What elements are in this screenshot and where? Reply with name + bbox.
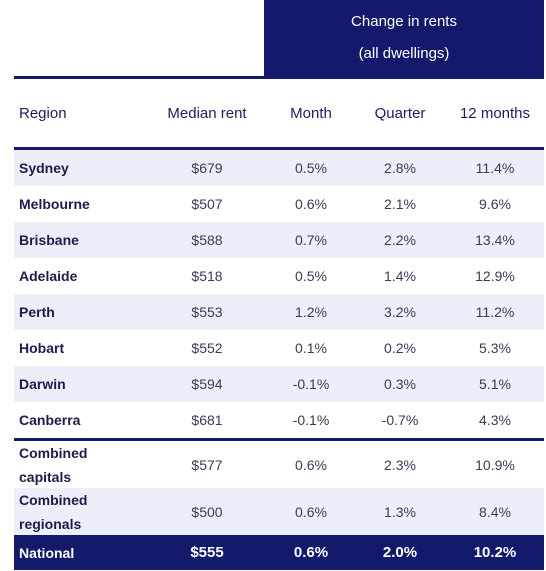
row-region-line2: regionals [19, 515, 82, 532]
table-row: Hobart $552 0.1% 0.2% 5.3% [14, 330, 544, 366]
row-region: Adelaide [19, 268, 78, 284]
header-median: Median rent [167, 104, 247, 122]
row-quarter: 2.0% [382, 544, 418, 561]
table-row-national: National $555 0.6% 2.0% 10.2% [14, 535, 544, 570]
row-month: 0.7% [295, 232, 327, 248]
row-region: Canberra [19, 412, 81, 428]
row-month: 0.6% [295, 456, 327, 473]
table-row-combined: Combined regionals $500 0.6% 1.3% 8.4% [14, 488, 544, 535]
row-month: 1.2% [295, 304, 327, 320]
row-quarter: 2.3% [384, 456, 416, 473]
row-year: 12.9% [475, 268, 515, 284]
row-median: $518 [191, 268, 223, 284]
column-headers: Region Median rent Month Quarter 12 mont… [14, 79, 544, 147]
row-month: 0.6% [295, 503, 327, 520]
row-year: 5.3% [479, 340, 511, 356]
row-year: 11.4% [475, 160, 515, 176]
row-year: 8.4% [479, 503, 511, 520]
header-year: 12 months [459, 104, 531, 122]
row-median: $577 [191, 456, 223, 473]
group-header-line2: (all dwellings) [358, 45, 450, 62]
row-month: 0.1% [295, 340, 327, 356]
row-month: 0.6% [293, 544, 329, 561]
row-quarter: 0.3% [384, 376, 416, 392]
row-month: 0.5% [295, 268, 327, 284]
row-region: Perth [19, 304, 55, 320]
row-quarter: 1.3% [384, 503, 416, 520]
row-region: Combined regionals [14, 488, 146, 536]
row-month: -0.1% [292, 376, 330, 392]
top-rule [14, 76, 544, 79]
row-median: $594 [191, 376, 223, 392]
change-in-rents-header: Change in rents (all dwellings) [264, 0, 544, 76]
table-row: Brisbane $588 0.7% 2.2% 13.4% [14, 222, 544, 258]
row-region: Combined capitals [14, 441, 146, 489]
row-median: $588 [191, 232, 223, 248]
row-month: 0.5% [295, 160, 327, 176]
header-rule [14, 147, 544, 150]
row-year: 10.9% [475, 456, 515, 473]
row-region: Sydney [19, 160, 69, 176]
row-month: -0.1% [292, 412, 330, 428]
row-region: Darwin [19, 376, 66, 392]
row-region: Brisbane [19, 232, 79, 248]
row-median: $555 [190, 544, 224, 561]
table-row: Canberra $681 -0.1% -0.7% 4.3% [14, 402, 544, 438]
table-row: Perth $553 1.2% 3.2% 11.2% [14, 294, 544, 330]
row-year: 9.6% [479, 196, 511, 212]
row-median: $507 [191, 196, 223, 212]
group-header-line1: Change in rents [351, 13, 457, 30]
row-region-line1: Combined [19, 444, 88, 461]
row-region: Hobart [19, 340, 65, 356]
row-quarter: 1.4% [384, 268, 416, 284]
row-quarter: -0.7% [381, 412, 419, 428]
row-median: $500 [191, 503, 223, 520]
table-row-combined: Combined capitals $577 0.6% 2.3% 10.9% [14, 441, 544, 488]
table-row: Melbourne $507 0.6% 2.1% 9.6% [14, 186, 544, 222]
row-year: 4.3% [479, 412, 511, 428]
row-quarter: 0.2% [384, 340, 416, 356]
header-quarter: Quarter [374, 104, 426, 122]
row-median: $679 [191, 160, 223, 176]
row-median: $553 [191, 304, 223, 320]
header-month: Month [290, 104, 332, 122]
row-year: 10.2% [473, 544, 517, 561]
row-median: $552 [191, 340, 223, 356]
row-region-line2: capitals [19, 468, 72, 485]
table-row: Darwin $594 -0.1% 0.3% 5.1% [14, 366, 544, 402]
row-quarter: 2.1% [384, 196, 416, 212]
row-month: 0.6% [295, 196, 327, 212]
row-year: 5.1% [479, 376, 511, 392]
table-body: Sydney $679 0.5% 2.8% 11.4% Melbourne $5… [14, 150, 544, 570]
row-year: 13.4% [475, 232, 515, 248]
row-quarter: 3.2% [384, 304, 416, 320]
row-region: Melbourne [19, 196, 90, 212]
row-quarter: 2.8% [384, 160, 416, 176]
row-median: $681 [191, 412, 223, 428]
row-year: 11.2% [475, 304, 515, 320]
row-region-line1: Combined [19, 491, 88, 508]
combined-rule [14, 438, 544, 441]
row-quarter: 2.2% [384, 232, 416, 248]
table-row: Adelaide $518 0.5% 1.4% 12.9% [14, 258, 544, 294]
table-row: Sydney $679 0.5% 2.8% 11.4% [14, 150, 544, 186]
header-region: Region [19, 104, 67, 122]
row-region: National [19, 544, 75, 561]
